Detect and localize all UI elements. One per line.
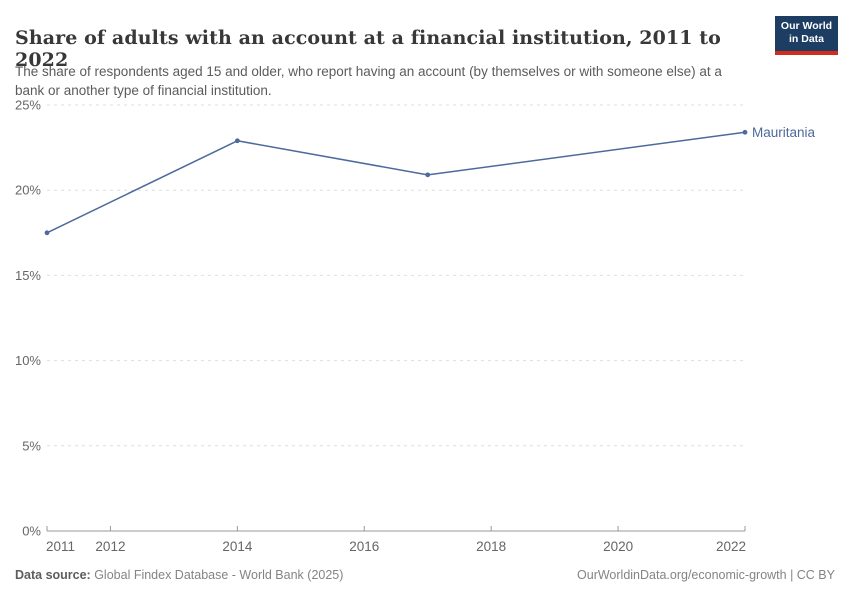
y-axis-tick-label: 0% (22, 524, 41, 539)
series-entity-label[interactable]: Mauritania (752, 125, 816, 140)
x-axis-tick-label: 2011 (46, 539, 75, 554)
series-line (46, 131, 746, 234)
data-point (44, 230, 50, 236)
data-point (425, 172, 431, 178)
chart-footer: Data source: Global Findex Database - Wo… (15, 568, 835, 582)
y-axis-tick-label: 15% (15, 268, 41, 283)
x-axis-tick-label: 2016 (349, 539, 379, 554)
y-axis-tick-label: 5% (22, 438, 41, 453)
chart-subtitle: The share of respondents aged 15 and old… (15, 63, 722, 98)
data-source-note: Data source: Global Findex Database - Wo… (15, 568, 343, 582)
y-axis-tick-label: 25% (15, 98, 41, 113)
x-axis-tick-label: 2020 (603, 539, 633, 554)
owid-logo-line2: in Data (788, 33, 824, 46)
y-axis-tick-label: 10% (15, 353, 41, 368)
data-source-label: Data source: (15, 568, 91, 582)
x-axis-tick-label: 2014 (222, 539, 253, 554)
chart-title: Share of adults with an account at a fin… (15, 26, 721, 71)
data-point (742, 129, 748, 135)
data-source-text: Global Findex Database - World Bank (202… (90, 568, 344, 582)
data-point (234, 138, 240, 144)
credit-link[interactable]: OurWorldinData.org/economic-growth | CC … (577, 568, 835, 582)
x-axis-tick-label: 2018 (476, 539, 506, 554)
x-axis-tick-label: 2022 (716, 539, 746, 554)
y-axis-tick-label: 20% (15, 183, 41, 198)
owid-logo[interactable]: Our World in Data (775, 16, 838, 55)
owid-logo-line1: Our World (780, 20, 833, 32)
x-axis-tick-label: 2012 (95, 539, 125, 554)
